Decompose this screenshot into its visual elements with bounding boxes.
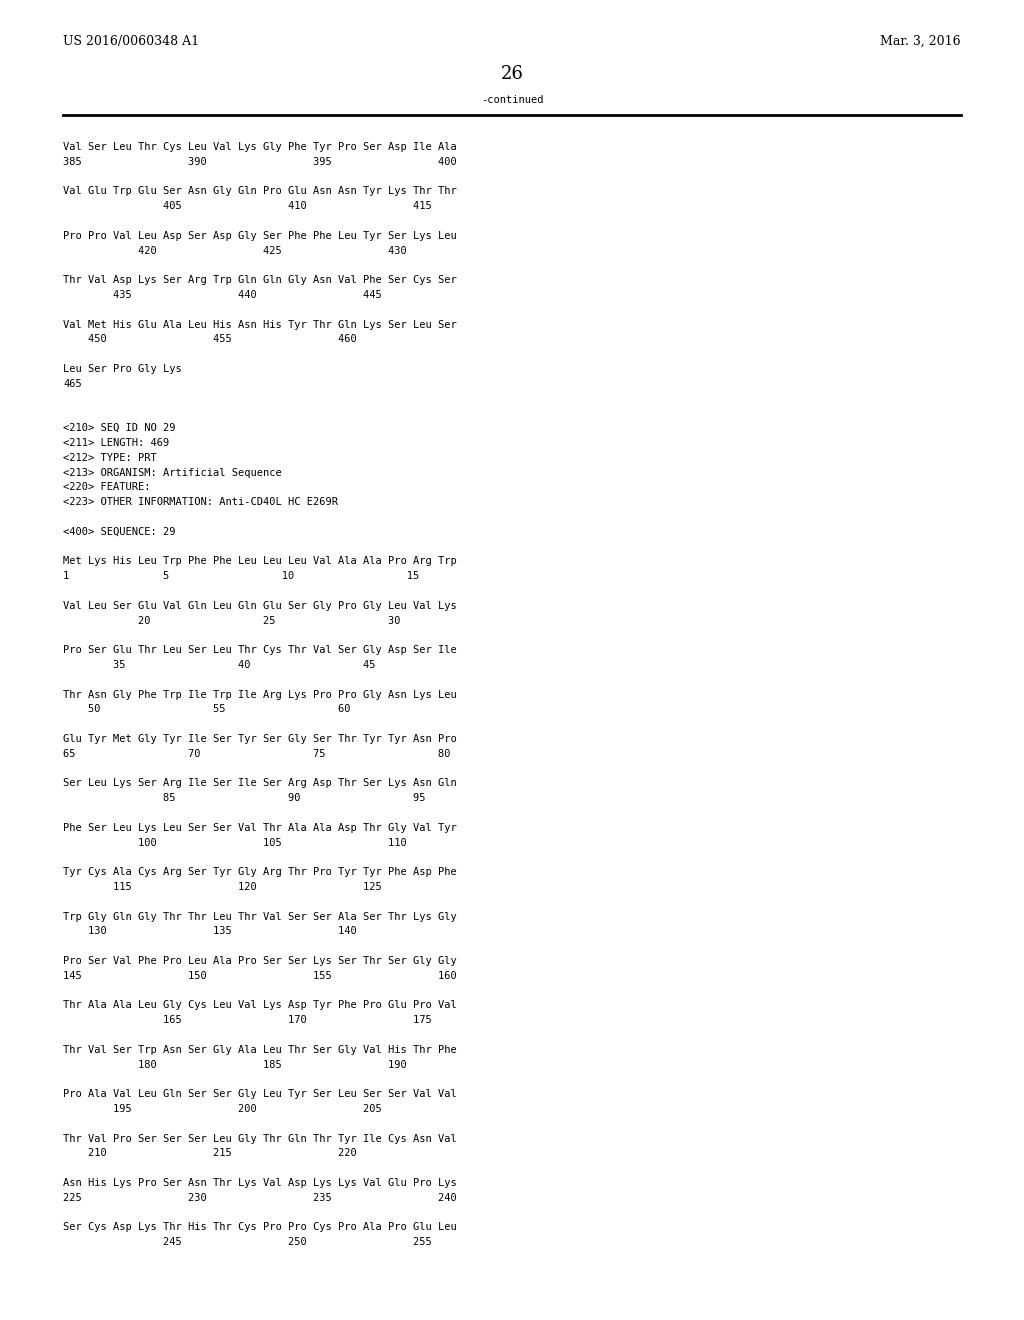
Text: Thr Asn Gly Phe Trp Ile Trp Ile Arg Lys Pro Pro Gly Asn Lys Leu: Thr Asn Gly Phe Trp Ile Trp Ile Arg Lys …	[63, 689, 457, 700]
Text: 210                 215                 220: 210 215 220	[63, 1148, 356, 1159]
Text: Trp Gly Gln Gly Thr Thr Leu Thr Val Ser Ser Ala Ser Thr Lys Gly: Trp Gly Gln Gly Thr Thr Leu Thr Val Ser …	[63, 912, 457, 921]
Text: US 2016/0060348 A1: US 2016/0060348 A1	[63, 36, 199, 48]
Text: <220> FEATURE:: <220> FEATURE:	[63, 482, 151, 492]
Text: 115                 120                 125: 115 120 125	[63, 882, 382, 892]
Text: -continued: -continued	[480, 95, 544, 106]
Text: 420                 425                 430: 420 425 430	[63, 246, 407, 256]
Text: 145                 150                 155                 160: 145 150 155 160	[63, 970, 457, 981]
Text: <210> SEQ ID NO 29: <210> SEQ ID NO 29	[63, 424, 175, 433]
Text: 20                  25                  30: 20 25 30	[63, 615, 400, 626]
Text: Pro Pro Val Leu Asp Ser Asp Gly Ser Phe Phe Leu Tyr Ser Lys Leu: Pro Pro Val Leu Asp Ser Asp Gly Ser Phe …	[63, 231, 457, 240]
Text: Mar. 3, 2016: Mar. 3, 2016	[881, 36, 961, 48]
Text: 35                  40                  45: 35 40 45	[63, 660, 376, 671]
Text: Met Lys His Leu Trp Phe Phe Leu Leu Leu Val Ala Ala Pro Arg Trp: Met Lys His Leu Trp Phe Phe Leu Leu Leu …	[63, 557, 457, 566]
Text: 225                 230                 235                 240: 225 230 235 240	[63, 1193, 457, 1203]
Text: Ser Leu Lys Ser Arg Ile Ser Ile Ser Arg Asp Thr Ser Lys Asn Gln: Ser Leu Lys Ser Arg Ile Ser Ile Ser Arg …	[63, 779, 457, 788]
Text: Thr Val Asp Lys Ser Arg Trp Gln Gln Gly Asn Val Phe Ser Cys Ser: Thr Val Asp Lys Ser Arg Trp Gln Gln Gly …	[63, 275, 457, 285]
Text: 180                 185                 190: 180 185 190	[63, 1060, 407, 1069]
Text: Val Glu Trp Glu Ser Asn Gly Gln Pro Glu Asn Asn Tyr Lys Thr Thr: Val Glu Trp Glu Ser Asn Gly Gln Pro Glu …	[63, 186, 457, 197]
Text: Val Leu Ser Glu Val Gln Leu Gln Glu Ser Gly Pro Gly Leu Val Lys: Val Leu Ser Glu Val Gln Leu Gln Glu Ser …	[63, 601, 457, 611]
Text: Pro Ser Glu Thr Leu Ser Leu Thr Cys Thr Val Ser Gly Asp Ser Ile: Pro Ser Glu Thr Leu Ser Leu Thr Cys Thr …	[63, 645, 457, 655]
Text: Val Ser Leu Thr Cys Leu Val Lys Gly Phe Tyr Pro Ser Asp Ile Ala: Val Ser Leu Thr Cys Leu Val Lys Gly Phe …	[63, 143, 457, 152]
Text: Thr Ala Ala Leu Gly Cys Leu Val Lys Asp Tyr Phe Pro Glu Pro Val: Thr Ala Ala Leu Gly Cys Leu Val Lys Asp …	[63, 1001, 457, 1010]
Text: 385                 390                 395                 400: 385 390 395 400	[63, 157, 457, 166]
Text: Phe Ser Leu Lys Leu Ser Ser Val Thr Ala Ala Asp Thr Gly Val Tyr: Phe Ser Leu Lys Leu Ser Ser Val Thr Ala …	[63, 822, 457, 833]
Text: 435                 440                 445: 435 440 445	[63, 290, 382, 300]
Text: 465: 465	[63, 379, 82, 389]
Text: 450                 455                 460: 450 455 460	[63, 334, 356, 345]
Text: Asn His Lys Pro Ser Asn Thr Lys Val Asp Lys Lys Val Glu Pro Lys: Asn His Lys Pro Ser Asn Thr Lys Val Asp …	[63, 1177, 457, 1188]
Text: Val Met His Glu Ala Leu His Asn His Tyr Thr Gln Lys Ser Leu Ser: Val Met His Glu Ala Leu His Asn His Tyr …	[63, 319, 457, 330]
Text: <213> ORGANISM: Artificial Sequence: <213> ORGANISM: Artificial Sequence	[63, 467, 282, 478]
Text: Pro Ser Val Phe Pro Leu Ala Pro Ser Ser Lys Ser Thr Ser Gly Gly: Pro Ser Val Phe Pro Leu Ala Pro Ser Ser …	[63, 956, 457, 966]
Text: <223> OTHER INFORMATION: Anti-CD40L HC E269R: <223> OTHER INFORMATION: Anti-CD40L HC E…	[63, 498, 338, 507]
Text: Thr Val Pro Ser Ser Ser Leu Gly Thr Gln Thr Tyr Ile Cys Asn Val: Thr Val Pro Ser Ser Ser Leu Gly Thr Gln …	[63, 1134, 457, 1143]
Text: Ser Cys Asp Lys Thr His Thr Cys Pro Pro Cys Pro Ala Pro Glu Leu: Ser Cys Asp Lys Thr His Thr Cys Pro Pro …	[63, 1222, 457, 1233]
Text: Thr Val Ser Trp Asn Ser Gly Ala Leu Thr Ser Gly Val His Thr Phe: Thr Val Ser Trp Asn Ser Gly Ala Leu Thr …	[63, 1045, 457, 1055]
Text: 65                  70                  75                  80: 65 70 75 80	[63, 748, 451, 759]
Text: <400> SEQUENCE: 29: <400> SEQUENCE: 29	[63, 527, 175, 537]
Text: 130                 135                 140: 130 135 140	[63, 927, 356, 936]
Text: 405                 410                 415: 405 410 415	[63, 201, 432, 211]
Text: 1               5                  10                  15: 1 5 10 15	[63, 572, 419, 581]
Text: 50                  55                  60: 50 55 60	[63, 705, 350, 714]
Text: <212> TYPE: PRT: <212> TYPE: PRT	[63, 453, 157, 463]
Text: 100                 105                 110: 100 105 110	[63, 838, 407, 847]
Text: 195                 200                 205: 195 200 205	[63, 1104, 382, 1114]
Text: Glu Tyr Met Gly Tyr Ile Ser Tyr Ser Gly Ser Thr Tyr Tyr Asn Pro: Glu Tyr Met Gly Tyr Ile Ser Tyr Ser Gly …	[63, 734, 457, 744]
Text: 26: 26	[501, 65, 523, 83]
Text: 85                  90                  95: 85 90 95	[63, 793, 426, 803]
Text: <211> LENGTH: 469: <211> LENGTH: 469	[63, 438, 169, 447]
Text: 165                 170                 175: 165 170 175	[63, 1015, 432, 1026]
Text: Tyr Cys Ala Cys Arg Ser Tyr Gly Arg Thr Pro Tyr Tyr Phe Asp Phe: Tyr Cys Ala Cys Arg Ser Tyr Gly Arg Thr …	[63, 867, 457, 878]
Text: 245                 250                 255: 245 250 255	[63, 1237, 432, 1247]
Text: Leu Ser Pro Gly Lys: Leu Ser Pro Gly Lys	[63, 364, 181, 374]
Text: Pro Ala Val Leu Gln Ser Ser Gly Leu Tyr Ser Leu Ser Ser Val Val: Pro Ala Val Leu Gln Ser Ser Gly Leu Tyr …	[63, 1089, 457, 1100]
